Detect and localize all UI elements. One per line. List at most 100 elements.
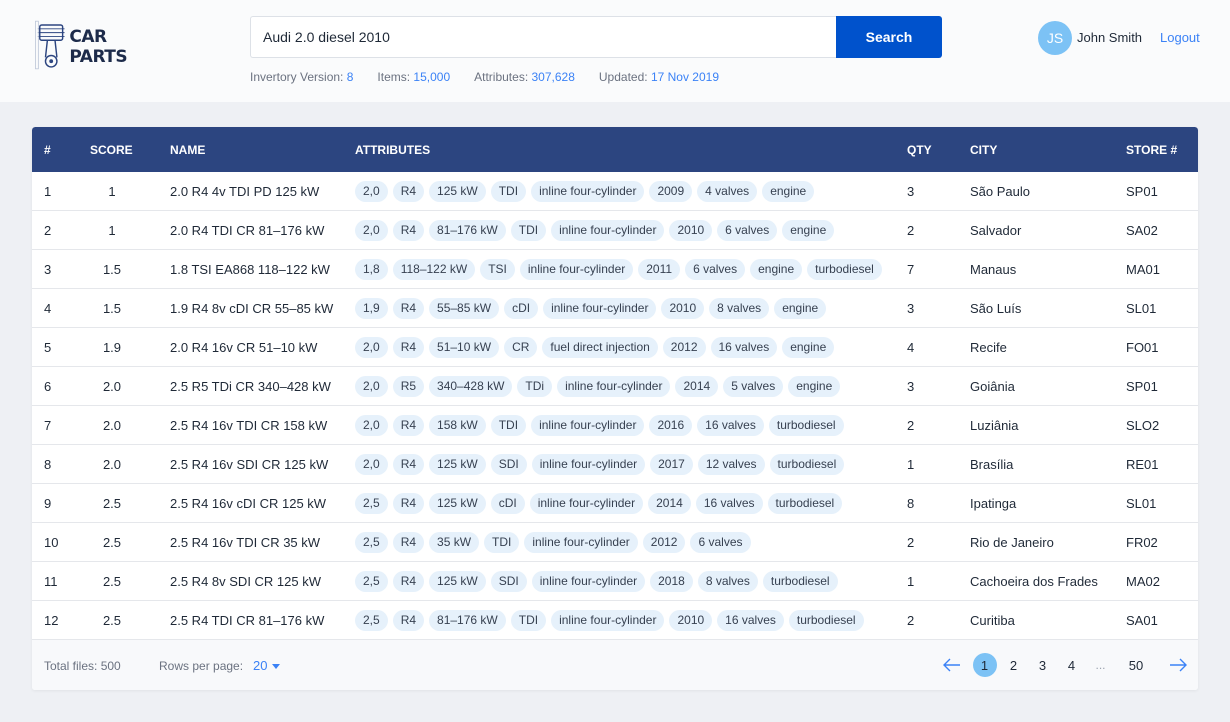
attribute-tag[interactable]: 16 valves [710, 337, 778, 358]
attribute-tag[interactable]: 16 valves [697, 415, 764, 436]
attribute-tag[interactable]: 35 kW [429, 532, 480, 553]
attribute-tag[interactable]: 2010 [669, 220, 713, 241]
attribute-tag[interactable]: cDI [490, 493, 525, 514]
attribute-tag[interactable]: 2018 [650, 571, 693, 592]
page-button-last[interactable]: 50 [1128, 657, 1144, 673]
attribute-tag[interactable]: inline four-cylinder [524, 532, 638, 553]
attribute-tag[interactable]: engine [782, 220, 835, 241]
attribute-tag[interactable]: TSI [480, 259, 515, 280]
attribute-tag[interactable]: TDI [510, 220, 547, 241]
attribute-tag[interactable]: engine [782, 337, 835, 358]
attribute-tag[interactable]: 8 valves [697, 571, 758, 592]
attribute-tag[interactable]: 5 valves [723, 376, 784, 397]
attribute-tag[interactable]: TDI [510, 610, 547, 631]
attribute-tag[interactable]: 2017 [650, 454, 693, 475]
attribute-tag[interactable]: 2011 [638, 259, 681, 280]
attribute-tag[interactable]: 118–122 kW [392, 259, 476, 280]
prev-page-button[interactable] [940, 653, 964, 677]
attribute-tag[interactable]: 16 valves [717, 610, 784, 631]
table-row[interactable]: 10 2.5 2.5 R4 16v TDI CR 35 kW 2,5 R4 35 kW TD… [32, 523, 1198, 562]
attribute-tag[interactable]: engine [788, 376, 841, 397]
attribute-tag[interactable]: 2014 [648, 493, 691, 514]
rows-per-page-select[interactable]: 20 [253, 658, 281, 673]
attribute-tag[interactable]: 6 valves [685, 259, 746, 280]
table-row[interactable]: 4 1.5 1.9 R4 8v cDI CR 55–85 kW 1,9 R4 55–85 … [32, 289, 1198, 328]
attribute-tag[interactable]: 2016 [649, 415, 693, 436]
attribute-tag[interactable]: inline four-cylinder [557, 376, 671, 397]
table-row[interactable]: 12 2.5 2.5 R4 TDI CR 81–176 kW 2,5 R4 81–176 … [32, 601, 1198, 640]
attribute-tag[interactable]: R5 [392, 376, 425, 397]
attribute-tag[interactable]: CR [504, 337, 538, 358]
logout-link[interactable]: Logout [1160, 30, 1200, 45]
attribute-tag[interactable]: R4 [392, 493, 425, 514]
column-header-attributes[interactable]: ATTRIBUTES [355, 143, 431, 157]
attribute-tag[interactable]: 6 valves [690, 532, 751, 553]
attribute-tag[interactable]: 16 valves [695, 493, 763, 514]
attribute-tag[interactable]: engine [750, 259, 803, 280]
attribute-tag[interactable]: R4 [392, 181, 425, 202]
attribute-tag[interactable]: TDi [517, 376, 553, 397]
attribute-tag[interactable]: 81–176 kW [429, 220, 506, 241]
attribute-tag[interactable]: 2,5 [355, 610, 388, 631]
attribute-tag[interactable]: inline four-cylinder [531, 415, 645, 436]
attribute-tag[interactable]: 2,5 [355, 571, 388, 592]
attribute-tag[interactable]: 2,5 [355, 532, 388, 553]
attribute-tag[interactable]: inline four-cylinder [543, 298, 657, 319]
column-header-score[interactable]: SCORE [90, 143, 133, 157]
attribute-tag[interactable]: TDI [490, 415, 527, 436]
attribute-tag[interactable]: TDI [490, 181, 527, 202]
attribute-tag[interactable]: 340–428 kW [429, 376, 513, 397]
attribute-tag[interactable]: 2010 [661, 298, 705, 319]
attribute-tag[interactable]: 2,0 [355, 181, 388, 202]
attribute-tag[interactable]: 55–85 kW [429, 298, 500, 319]
attribute-tag[interactable]: 8 valves [709, 298, 770, 319]
attribute-tag[interactable]: 158 kW [429, 415, 486, 436]
attribute-tag[interactable]: 2010 [669, 610, 713, 631]
page-button-4[interactable]: 4 [1067, 657, 1076, 673]
attribute-tag[interactable]: 2,5 [355, 493, 388, 514]
attribute-tag[interactable]: 125 kW [429, 454, 486, 475]
attribute-tag[interactable]: 2,0 [355, 337, 388, 358]
column-header-qty[interactable]: QTY [907, 143, 932, 157]
attribute-tag[interactable]: inline four-cylinder [531, 571, 646, 592]
column-header-name[interactable]: NAME [170, 143, 206, 157]
attribute-tag[interactable]: 1,8 [355, 259, 388, 280]
attribute-tag[interactable]: 2,0 [355, 415, 388, 436]
table-row[interactable]: 3 1.5 1.8 TSI EA868 118–122 kW 1,8 118–122 k… [32, 250, 1198, 289]
attribute-tag[interactable]: turbodiesel [807, 259, 882, 280]
page-button-1[interactable]: 1 [972, 653, 997, 677]
attribute-tag[interactable]: 2009 [649, 181, 693, 202]
attribute-tag[interactable]: TDI [484, 532, 520, 553]
attribute-tag[interactable]: engine [762, 181, 815, 202]
attribute-tag[interactable]: inline four-cylinder [531, 181, 645, 202]
attribute-tag[interactable]: R4 [392, 454, 425, 475]
table-row[interactable]: 5 1.9 2.0 R4 16v CR 51–10 kW 2,0 R4 51–10 kW C… [32, 328, 1198, 367]
attribute-tag[interactable]: 125 kW [429, 493, 486, 514]
attribute-tag[interactable]: turbodiesel [768, 415, 844, 436]
attribute-tag[interactable]: 125 kW [429, 571, 486, 592]
page-button-3[interactable]: 3 [1038, 657, 1047, 673]
attribute-tag[interactable]: 2014 [675, 376, 719, 397]
attribute-tag[interactable]: turbodiesel [788, 610, 864, 631]
search-button[interactable]: Search [836, 16, 942, 58]
attribute-tag[interactable]: turbodiesel [767, 493, 843, 514]
table-row[interactable]: 8 2.0 2.5 R4 16v SDI CR 125 kW 2,0 R4 125 kW S… [32, 445, 1198, 484]
attribute-tag[interactable]: 2012 [662, 337, 706, 358]
attribute-tag[interactable]: SDI [490, 454, 527, 475]
attribute-tag[interactable]: fuel direct injection [542, 337, 658, 358]
table-row[interactable]: 7 2.0 2.5 R4 16v TDI CR 158 kW 2,0 R4 158 kW T… [32, 406, 1198, 445]
column-header-city[interactable]: CITY [970, 143, 998, 157]
page-button-2[interactable]: 2 [1009, 657, 1018, 673]
attribute-tag[interactable]: R4 [392, 532, 425, 553]
attribute-tag[interactable]: R4 [392, 298, 425, 319]
attribute-tag[interactable]: R4 [392, 337, 425, 358]
attribute-tag[interactable]: 51–10 kW [429, 337, 500, 358]
attribute-tag[interactable]: 6 valves [717, 220, 778, 241]
attribute-tag[interactable]: inline four-cylinder [519, 259, 634, 280]
table-row[interactable]: 9 2.5 2.5 R4 16v cDI CR 125 kW 2,5 R4 125 kW c… [32, 484, 1198, 523]
attribute-tag[interactable]: engine [774, 298, 827, 319]
table-row[interactable]: 6 2.0 2.5 R5 TDi CR 340–428 kW 2,0 R5 340–428… [32, 367, 1198, 406]
avatar[interactable]: JS [1038, 21, 1072, 55]
attribute-tag[interactable]: 2012 [642, 532, 686, 553]
column-header-store[interactable]: STORE # [1126, 143, 1178, 157]
